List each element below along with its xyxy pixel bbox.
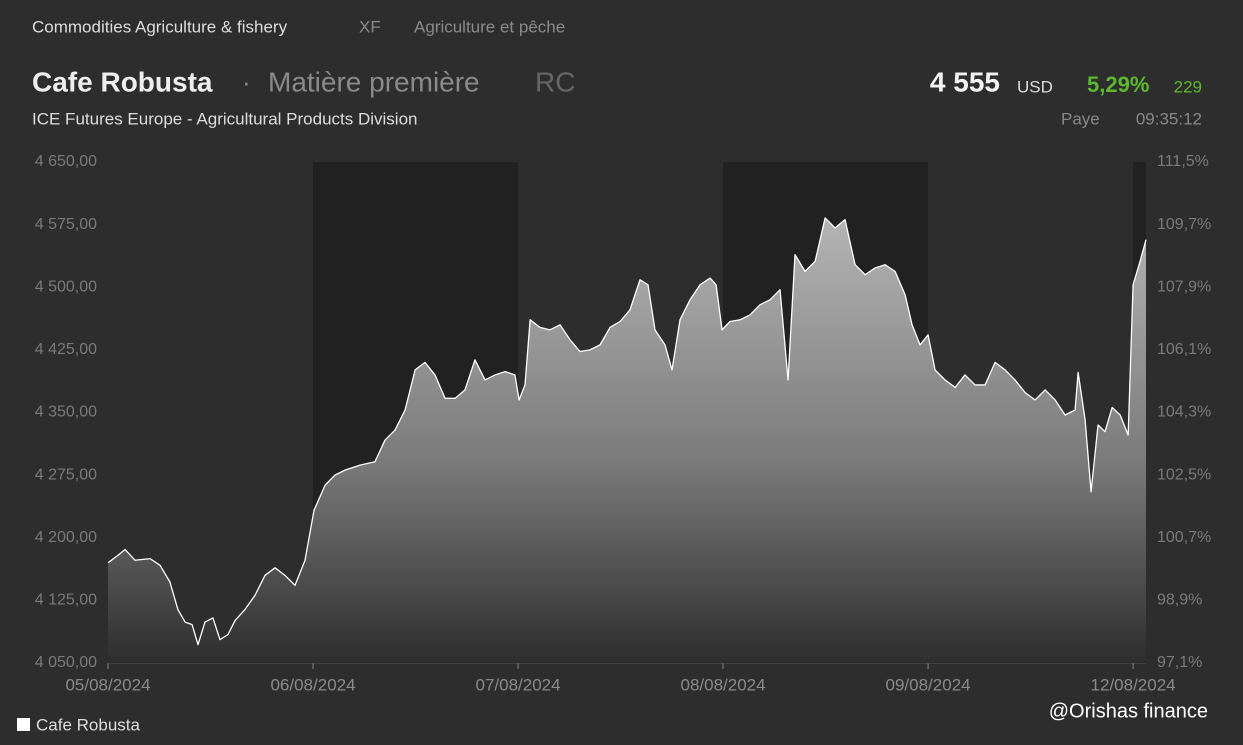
- instrument-kind: Matière première: [268, 66, 480, 97]
- y-tick-label: 4 275,00: [35, 466, 97, 483]
- change-pct: 5,29%: [1087, 72, 1149, 97]
- watermark: @Orishas finance: [1049, 700, 1208, 722]
- breadcrumb[interactable]: Commodities Agriculture & fishery: [32, 17, 288, 36]
- y2-tick-label: 107,9%: [1157, 278, 1211, 295]
- symbol: RC: [535, 66, 575, 97]
- x-tick-label: 07/08/2024: [475, 675, 560, 694]
- area: [108, 217, 1146, 663]
- plot: 4 650,00 4 575,00 4 500,00 4 425,00 4 350,00…: [35, 153, 1212, 694]
- y2-tick-label: 102,5%: [1157, 466, 1211, 483]
- y-tick-label: 4 125,00: [35, 592, 97, 609]
- legend-swatch: [17, 718, 30, 731]
- y2-tick-label: 109,7%: [1157, 216, 1211, 233]
- legend-label[interactable]: Cafe Robusta: [36, 715, 140, 734]
- y-tick-label: 4 500,00: [35, 278, 97, 295]
- price: 4 555: [930, 66, 1000, 97]
- exchange: ICE Futures Europe - Agricultural Produc…: [32, 109, 418, 128]
- category[interactable]: Agriculture et pêche: [414, 17, 565, 36]
- y-tick-label: 4 650,00: [35, 153, 97, 170]
- code[interactable]: XF: [359, 17, 381, 36]
- x-tick-label: 12/08/2024: [1091, 675, 1176, 694]
- x-tick-label: 08/08/2024: [681, 675, 766, 694]
- x-tick-label: 05/08/2024: [65, 675, 150, 694]
- y2-tick-label: 104,3%: [1157, 404, 1211, 421]
- y2-tick-label: 111,5%: [1157, 153, 1209, 170]
- change: 229: [1174, 77, 1202, 96]
- y-tick-label: 4 200,00: [35, 529, 97, 546]
- time: 09:35:12: [1136, 109, 1202, 128]
- y2-tick-label: 106,1%: [1157, 341, 1211, 358]
- y2-tick-label: 97,1%: [1157, 654, 1202, 671]
- y-tick-label: 4 425,00: [35, 341, 97, 358]
- x-tick-label: 09/08/2024: [886, 675, 971, 694]
- y-tick-label: 4 575,00: [35, 216, 97, 233]
- instrument-name: Cafe Robusta: [32, 66, 213, 97]
- y2-tick-label: 100,7%: [1157, 529, 1211, 546]
- separator: ·: [242, 67, 251, 97]
- status: Paye: [1061, 109, 1100, 128]
- y-tick-label: 4 350,00: [35, 404, 97, 421]
- line: [107, 217, 1147, 646]
- y2-tick-label: 98,9%: [1157, 592, 1202, 609]
- y-tick-label: 4 050,00: [35, 654, 97, 671]
- x-tick-label: 06/08/2024: [270, 675, 355, 694]
- currency: USD: [1017, 77, 1053, 96]
